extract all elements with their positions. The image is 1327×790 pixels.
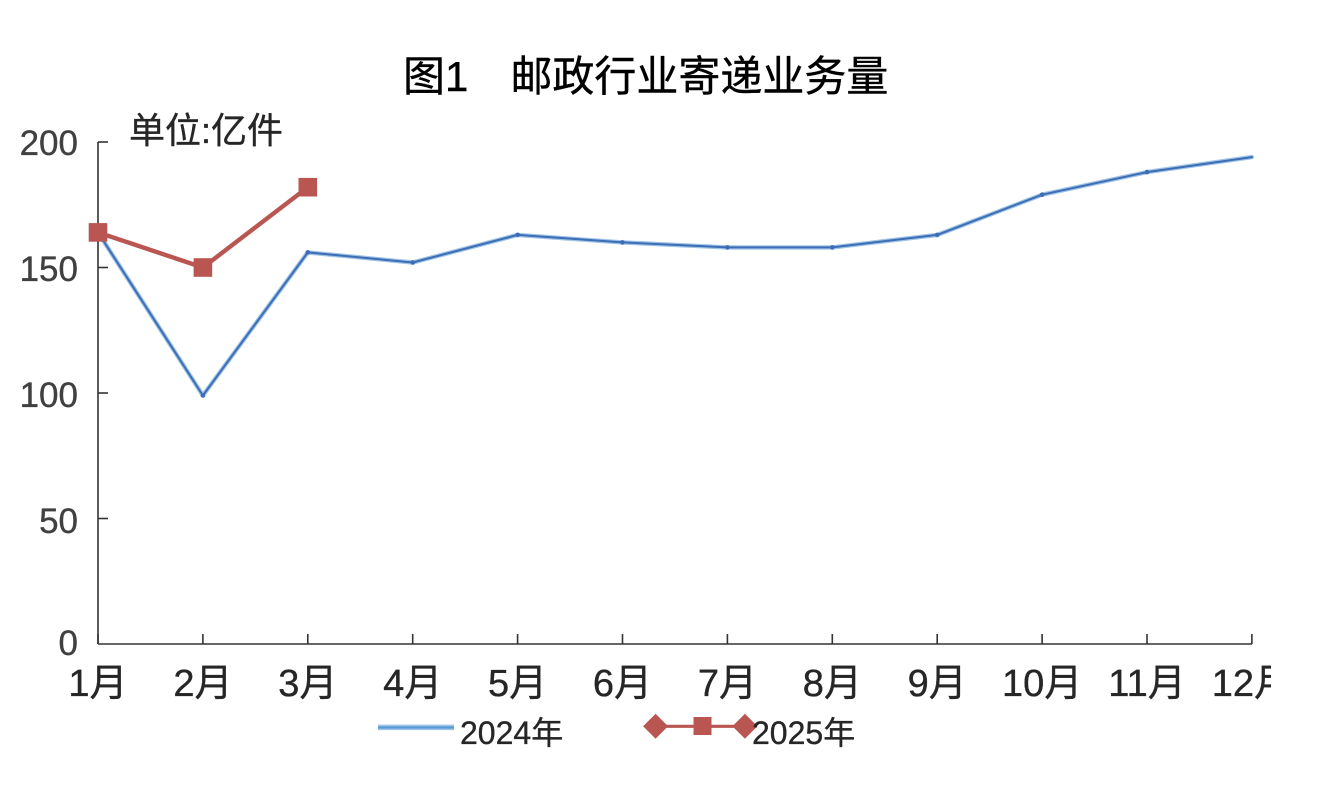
svg-text:8月: 8月 xyxy=(803,663,862,705)
svg-text:5月: 5月 xyxy=(488,663,547,705)
svg-text:2月: 2月 xyxy=(173,663,232,705)
svg-text:2024年: 2024年 xyxy=(460,715,563,751)
svg-text:100: 100 xyxy=(20,376,78,415)
svg-text:10月: 10月 xyxy=(1002,663,1082,705)
svg-text:0: 0 xyxy=(59,624,78,663)
svg-text:2025年: 2025年 xyxy=(752,715,855,751)
svg-text:200: 200 xyxy=(20,124,78,163)
svg-text:6月: 6月 xyxy=(593,663,652,705)
svg-text:9月: 9月 xyxy=(908,663,967,705)
svg-text:单位:亿件: 单位:亿件 xyxy=(129,110,283,151)
svg-text:12月: 12月 xyxy=(1212,663,1292,705)
svg-text:50: 50 xyxy=(39,502,78,541)
svg-text:7月: 7月 xyxy=(698,663,757,705)
svg-text:3月: 3月 xyxy=(278,663,337,705)
svg-text:11月: 11月 xyxy=(1108,663,1185,705)
svg-text:4月: 4月 xyxy=(383,663,442,705)
svg-text:150: 150 xyxy=(20,250,78,289)
svg-text:1月: 1月 xyxy=(68,663,127,705)
